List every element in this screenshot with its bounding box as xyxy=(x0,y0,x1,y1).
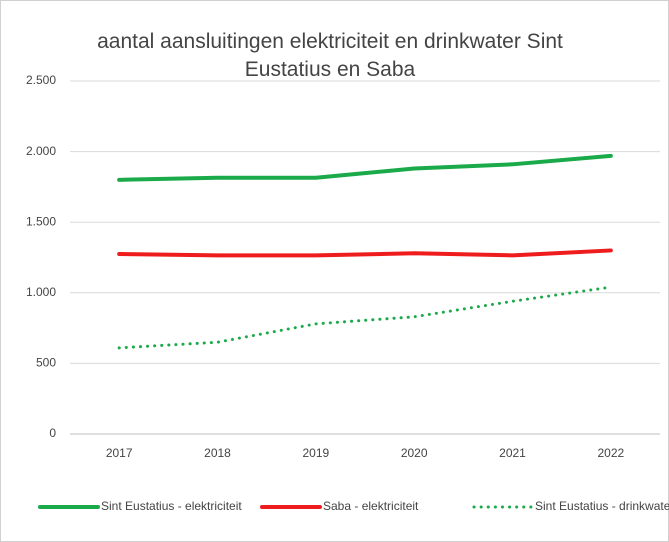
series-line xyxy=(117,248,613,258)
legend-label: Saba - elektriciteit xyxy=(323,499,419,513)
series-line xyxy=(117,285,613,350)
x-tick-label: 2018 xyxy=(204,446,231,460)
y-tick-label: 0 xyxy=(49,426,56,440)
x-tick-label: 2021 xyxy=(499,446,526,460)
chart-title: aantal aansluitingen elektriciteit en dr… xyxy=(97,30,563,81)
legend-label: Sint Eustatius - elektriciteit xyxy=(101,499,242,513)
x-tick-label: 2020 xyxy=(401,446,428,460)
y-tick-label: 2.500 xyxy=(26,73,56,87)
y-tick-label: 1.500 xyxy=(26,214,56,228)
x-tick-label: 2019 xyxy=(302,446,329,460)
y-tick-label: 1.000 xyxy=(26,285,56,299)
y-tick-label: 500 xyxy=(36,356,56,370)
x-tick-label: 2017 xyxy=(106,446,133,460)
series-line xyxy=(117,153,613,182)
legend-label: Sint Eustatius - drinkwater xyxy=(535,499,669,513)
y-tick-label: 2.000 xyxy=(26,144,56,158)
x-tick-label: 2022 xyxy=(597,446,624,460)
